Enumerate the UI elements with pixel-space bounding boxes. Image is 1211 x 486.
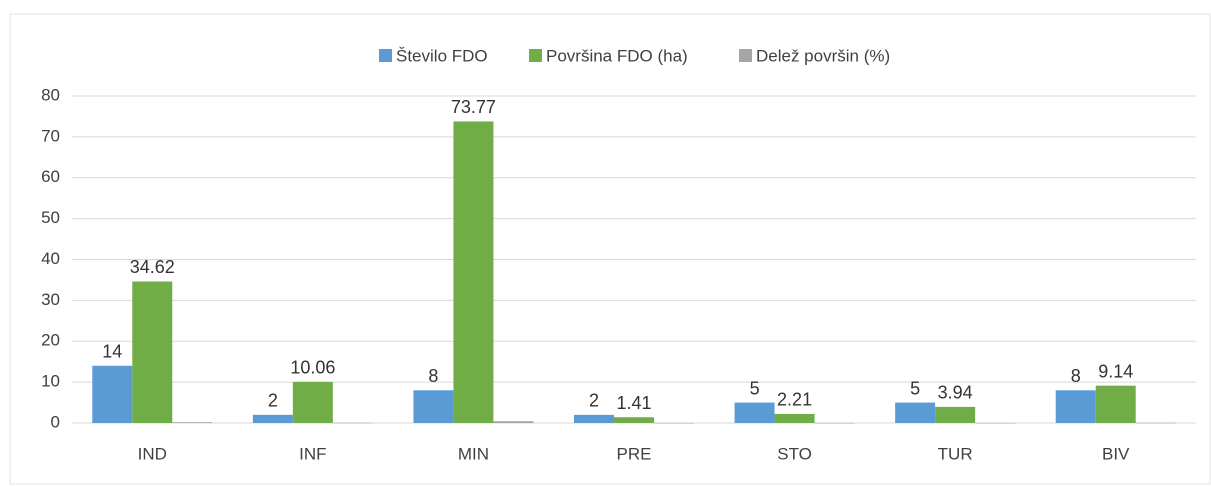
data-label: 9.14 (1098, 361, 1133, 381)
y-tick-label: 30 (41, 290, 60, 309)
bar (935, 406, 976, 423)
x-tick-label: INF (299, 444, 326, 463)
bar (975, 422, 1016, 424)
data-label: 2.21 (777, 390, 812, 410)
y-tick-label: 0 (51, 412, 60, 431)
data-label: 8 (428, 366, 438, 386)
bar (895, 402, 936, 423)
y-tick-label: 20 (41, 331, 60, 350)
legend-swatch (529, 49, 542, 62)
y-tick-label: 10 (41, 372, 60, 391)
bar (814, 422, 855, 424)
bar (172, 422, 213, 423)
data-label: 1.41 (616, 393, 651, 413)
x-tick-label: STO (777, 444, 812, 463)
bar (1055, 390, 1096, 423)
bar (493, 421, 534, 423)
legend-swatch (379, 49, 392, 62)
y-tick-label: 60 (41, 167, 60, 186)
data-label: 10.06 (290, 358, 335, 378)
bar (574, 414, 614, 423)
data-label: 2 (589, 391, 599, 411)
data-label: 5 (750, 378, 760, 398)
x-tick-label: IND (138, 444, 167, 463)
bar (654, 422, 694, 424)
y-tick-label: 40 (41, 249, 60, 268)
data-label: 14 (102, 342, 122, 362)
x-tick-label: BIV (1102, 444, 1130, 463)
y-tick-label: 50 (41, 208, 60, 227)
data-label: 3.94 (938, 383, 973, 403)
y-tick-label: 70 (41, 126, 60, 145)
legend-label: Delež površin (%) (756, 46, 890, 65)
bar (1095, 385, 1136, 423)
x-tick-label: PRE (617, 444, 652, 463)
data-label: 5 (910, 378, 920, 398)
y-tick-label: 80 (41, 85, 60, 104)
data-label: 2 (268, 391, 278, 411)
bar (252, 414, 293, 423)
bar (614, 417, 654, 423)
x-tick-label: MIN (458, 444, 489, 463)
bar (132, 281, 173, 423)
legend-swatch (739, 49, 752, 62)
bar (1135, 422, 1176, 424)
data-label: 34.62 (130, 257, 175, 277)
bar (774, 413, 815, 423)
bar (332, 422, 373, 424)
x-tick-label: TUR (938, 444, 973, 463)
data-label: 8 (1071, 366, 1081, 386)
data-label: 73.77 (451, 97, 496, 117)
legend-label: Površina FDO (ha) (546, 46, 688, 65)
bar (734, 402, 775, 423)
bar (413, 390, 454, 423)
legend-label: Število FDO (396, 46, 488, 65)
bar (292, 381, 333, 423)
bar (92, 365, 133, 423)
chart-frame (9, 13, 1211, 485)
bar (453, 121, 494, 424)
